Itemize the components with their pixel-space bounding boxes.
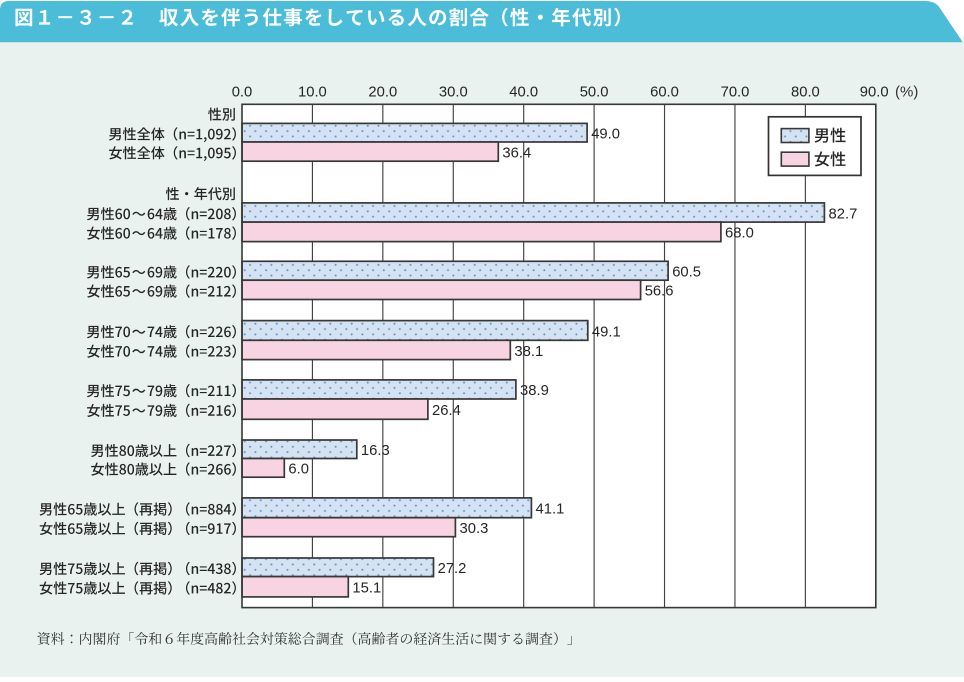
svg-text:(%): (%) (895, 84, 918, 101)
svg-text:82.7: 82.7 (829, 206, 858, 222)
svg-text:30.0: 30.0 (439, 85, 468, 101)
svg-text:27.2: 27.2 (438, 561, 467, 577)
svg-text:68.0: 68.0 (725, 226, 754, 242)
svg-text:15.1: 15.1 (352, 581, 381, 597)
svg-text:90.0: 90.0 (860, 85, 889, 101)
svg-text:49.1: 49.1 (592, 324, 621, 340)
svg-text:38.1: 38.1 (514, 344, 543, 360)
svg-text:80.0: 80.0 (791, 85, 820, 101)
svg-text:60.0: 60.0 (650, 85, 679, 101)
svg-text:38.9: 38.9 (520, 383, 549, 399)
svg-text:41.1: 41.1 (536, 502, 565, 518)
svg-text:20.0: 20.0 (368, 85, 397, 101)
svg-text:36.4: 36.4 (502, 145, 531, 161)
svg-text:70.0: 70.0 (721, 85, 750, 101)
svg-text:0.0: 0.0 (232, 85, 253, 101)
svg-text:10.0: 10.0 (298, 85, 327, 101)
svg-text:30.3: 30.3 (460, 521, 489, 537)
svg-text:49.0: 49.0 (591, 127, 620, 143)
svg-text:40.0: 40.0 (509, 85, 538, 101)
svg-text:56.6: 56.6 (645, 284, 674, 300)
svg-text:16.3: 16.3 (361, 443, 390, 459)
svg-text:60.5: 60.5 (672, 265, 701, 281)
svg-text:50.0: 50.0 (580, 85, 609, 101)
svg-text:26.4: 26.4 (432, 403, 461, 419)
svg-text:6.0: 6.0 (288, 462, 309, 478)
